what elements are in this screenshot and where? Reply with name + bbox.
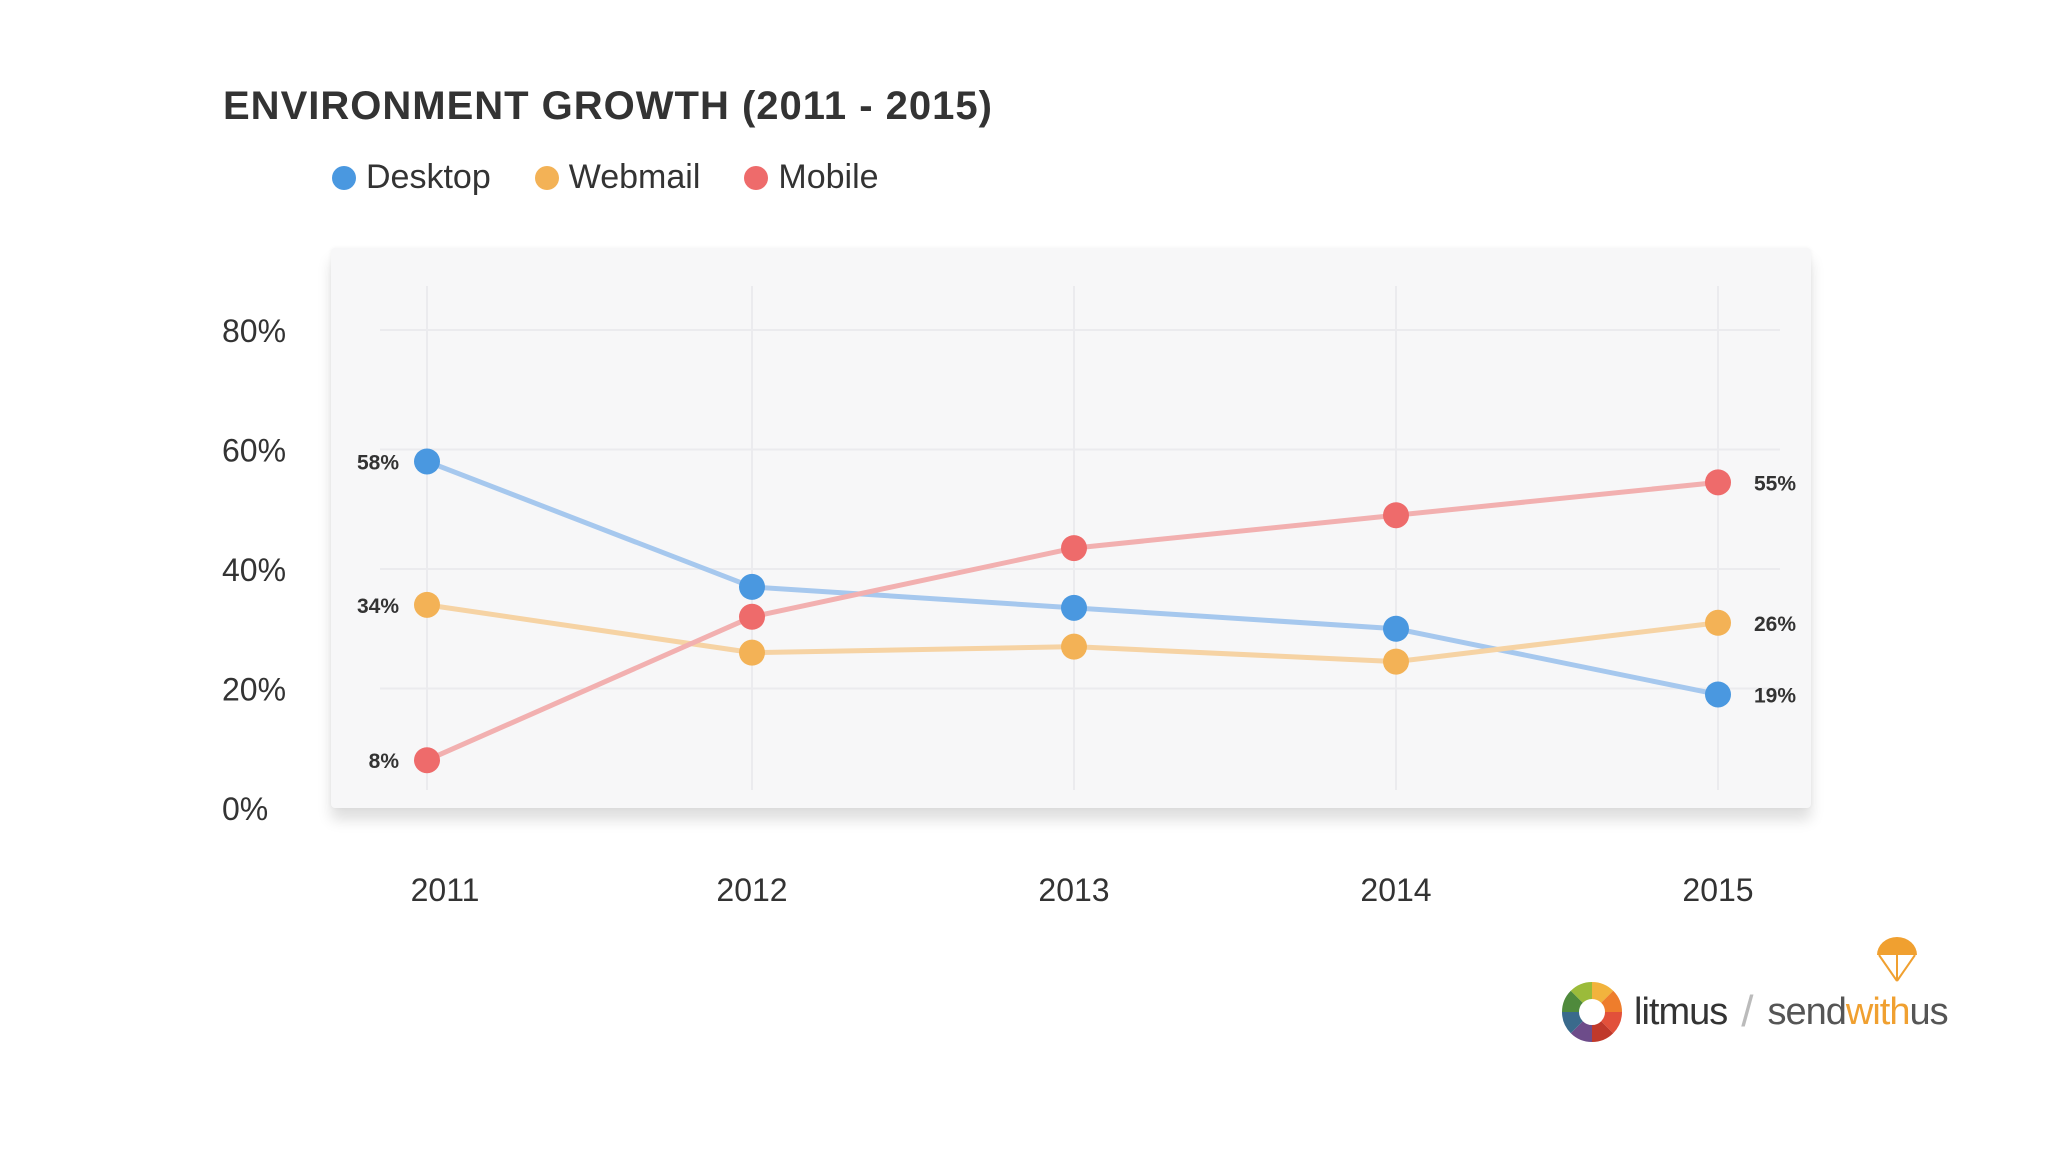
legend-label-desktop: Desktop — [366, 158, 491, 196]
data-point-desktop-2011 — [414, 448, 440, 475]
data-point-desktop-2014 — [1383, 615, 1409, 642]
data-label-mobile-2011: 8% — [369, 750, 400, 773]
sendwithus-wordmark: sendwithus — [1767, 936, 1949, 1034]
data-point-desktop-2013 — [1061, 594, 1087, 621]
plot-panel — [331, 248, 1811, 808]
sendwithus-part-us: us — [1909, 990, 1948, 1033]
data-point-mobile-2015 — [1705, 469, 1731, 496]
x-tick-label-3: 2014 — [1360, 872, 1431, 908]
legend-dot-webmail — [534, 165, 559, 190]
data-label-desktop-2015: 19% — [1754, 684, 1796, 707]
logo-separator: / — [1741, 987, 1754, 1036]
data-point-webmail-2012 — [739, 639, 765, 666]
x-tick-label-2: 2013 — [1038, 872, 1109, 908]
y-tick-label-0: 0% — [222, 791, 268, 827]
data-label-webmail-2015: 26% — [1754, 613, 1796, 636]
data-point-mobile-2014 — [1383, 502, 1409, 529]
data-label-webmail-2011: 34% — [357, 595, 399, 618]
x-tick-label-0: 2011 — [411, 872, 480, 908]
y-tick-label-2: 40% — [222, 552, 286, 588]
data-point-webmail-2014 — [1383, 648, 1409, 675]
y-tick-label-4: 80% — [222, 313, 286, 349]
legend-item-desktop[interactable]: Desktop — [332, 158, 491, 197]
data-point-desktop-2015 — [1705, 681, 1731, 708]
data-point-mobile-2011 — [414, 747, 440, 774]
data-point-webmail-2011 — [414, 591, 440, 618]
sendwithus-part-with: with — [1845, 990, 1911, 1033]
data-label-desktop-2011: 58% — [357, 451, 399, 474]
legend-dot-desktop — [332, 165, 356, 190]
x-tick-label-1: 2012 — [716, 872, 787, 908]
series-line-mobile — [424, 479, 1721, 763]
y-tick-label-3: 60% — [222, 433, 286, 469]
data-point-desktop-2012 — [739, 573, 765, 600]
sendwithus-part-send: send — [1767, 990, 1846, 1033]
data-point-mobile-2012 — [739, 603, 765, 630]
data-label-mobile-2015: 55% — [1754, 472, 1796, 495]
data-point-mobile-2013 — [1061, 535, 1087, 562]
brand-logos: litmus / sendwithus — [1560, 936, 1949, 1044]
legend-item-webmail[interactable]: Webmail — [534, 158, 701, 197]
chart-title: ENVIRONMENT GROWTH (2011 - 2015) — [223, 84, 993, 128]
legend-label-webmail: Webmail — [568, 158, 701, 196]
legend-label-mobile: Mobile — [778, 158, 879, 196]
data-point-webmail-2015 — [1705, 609, 1731, 636]
parachute-icon — [1877, 936, 1918, 982]
x-tick-label-4: 2015 — [1682, 872, 1753, 908]
legend-item-mobile[interactable]: Mobile — [744, 158, 879, 197]
legend: Desktop Webmail Mobile — [332, 158, 879, 197]
data-point-webmail-2013 — [1061, 633, 1087, 660]
y-tick-label-1: 20% — [222, 672, 286, 708]
litmus-wordmark: litmus — [1634, 990, 1728, 1033]
legend-dot-mobile — [744, 165, 769, 190]
litmus-logo-icon — [1562, 982, 1622, 1042]
